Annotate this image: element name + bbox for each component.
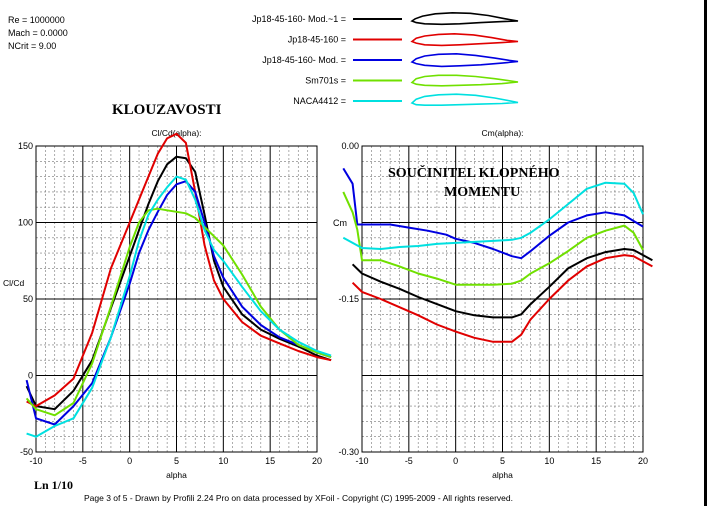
x-axis-label: alpha — [492, 470, 513, 480]
y-tick-label: -0.30 — [338, 447, 359, 457]
series-line — [351, 254, 653, 343]
series-line — [351, 248, 653, 319]
chart-title: Cm(alpha): — [481, 128, 523, 138]
x-tick-label: 15 — [591, 456, 601, 466]
series-line — [342, 191, 644, 286]
cm-side-label: Cm — [333, 218, 347, 228]
y-tick-label: 0 — [28, 371, 33, 381]
series-group — [25, 132, 332, 438]
series-line — [25, 180, 332, 426]
x-tick-label: -5 — [79, 456, 87, 466]
x-axis-label: alpha — [166, 470, 187, 480]
y-tick-label: -50 — [20, 447, 33, 457]
airfoil-profile — [410, 74, 519, 87]
y-tick-label: 50 — [23, 294, 33, 304]
series-line — [26, 175, 332, 438]
grid — [35, 145, 318, 453]
series-group — [342, 167, 653, 343]
soucinitel-heading-line2: MOMENTU — [444, 185, 520, 200]
airfoil-profile — [410, 11, 519, 26]
airfoil-profile — [410, 93, 519, 106]
x-tick-label: 10 — [544, 456, 554, 466]
soucinitel-heading-line1: SOUČINITEL KLOPNÉHO — [388, 164, 560, 181]
legend-label: Sm701s = — [305, 76, 346, 86]
y-tick-label: -0.15 — [338, 294, 359, 304]
solver-parameters: Re = 1000000 Mach = 0.0000 NCrit = 9.00 — [8, 15, 68, 51]
airfoil-legend: Jp18-45-160- Mod.~1 = Jp18-45-160 = Jp18-4… — [252, 11, 519, 106]
ncrit-value: NCrit = 9.00 — [8, 41, 56, 51]
y-tick-label: 100 — [18, 218, 33, 228]
x-tick-label: 0 — [453, 456, 458, 466]
y-tick-label: 0.00 — [341, 141, 359, 151]
cm-chart: Cm(alpha): -10 -5 0 5 10 15 20 0.00 -0.15 -0.30 alp… — [338, 128, 653, 480]
grid — [361, 145, 644, 453]
legend-label: Jp18-45-160- Mod.~1 = — [252, 14, 346, 24]
series-line — [26, 132, 332, 408]
legend-label: NACA4412 = — [293, 96, 346, 106]
reynolds-number: Re = 1000000 — [8, 15, 65, 25]
x-tick-label: 5 — [500, 456, 505, 466]
series-line — [25, 155, 332, 411]
x-tick-label: 15 — [265, 456, 275, 466]
x-tick-label: 20 — [312, 456, 322, 466]
series-line — [342, 181, 644, 250]
page-id: Ln 1/10 — [34, 478, 73, 492]
airfoil-profile — [410, 52, 519, 68]
x-tick-label: 5 — [174, 456, 179, 466]
x-tick-label: 10 — [218, 456, 228, 466]
x-tick-label: -10 — [29, 456, 42, 466]
mach-number: Mach = 0.0000 — [8, 28, 68, 38]
legend-label: Jp18-45-160 = — [288, 35, 346, 45]
x-tick-label: -10 — [355, 456, 368, 466]
x-tick-label: -5 — [405, 456, 413, 466]
plot-frame — [361, 145, 644, 453]
x-tick-label: 0 — [127, 456, 132, 466]
clcd-chart: Cl/Cd(alpha):-10 -5 0 5 10 15 20-50050100150al… — [3, 128, 332, 480]
plot-frame — [35, 145, 318, 453]
klouzavosti-heading: KLOUZAVOSTI — [112, 102, 222, 118]
y-axis-label: Cl/Cd — [3, 278, 25, 288]
series-line — [342, 167, 644, 260]
y-tick-label: 150 — [18, 141, 33, 151]
footer-credit: Page 3 of 5 - Drawn by Profili 2.24 Pro … — [84, 493, 513, 503]
x-tick-label: 20 — [638, 456, 648, 466]
airfoil-profile — [410, 32, 519, 47]
series-line — [25, 207, 332, 417]
legend-label: Jp18-45-160- Mod. = — [262, 55, 346, 65]
right-border — [704, 0, 707, 506]
